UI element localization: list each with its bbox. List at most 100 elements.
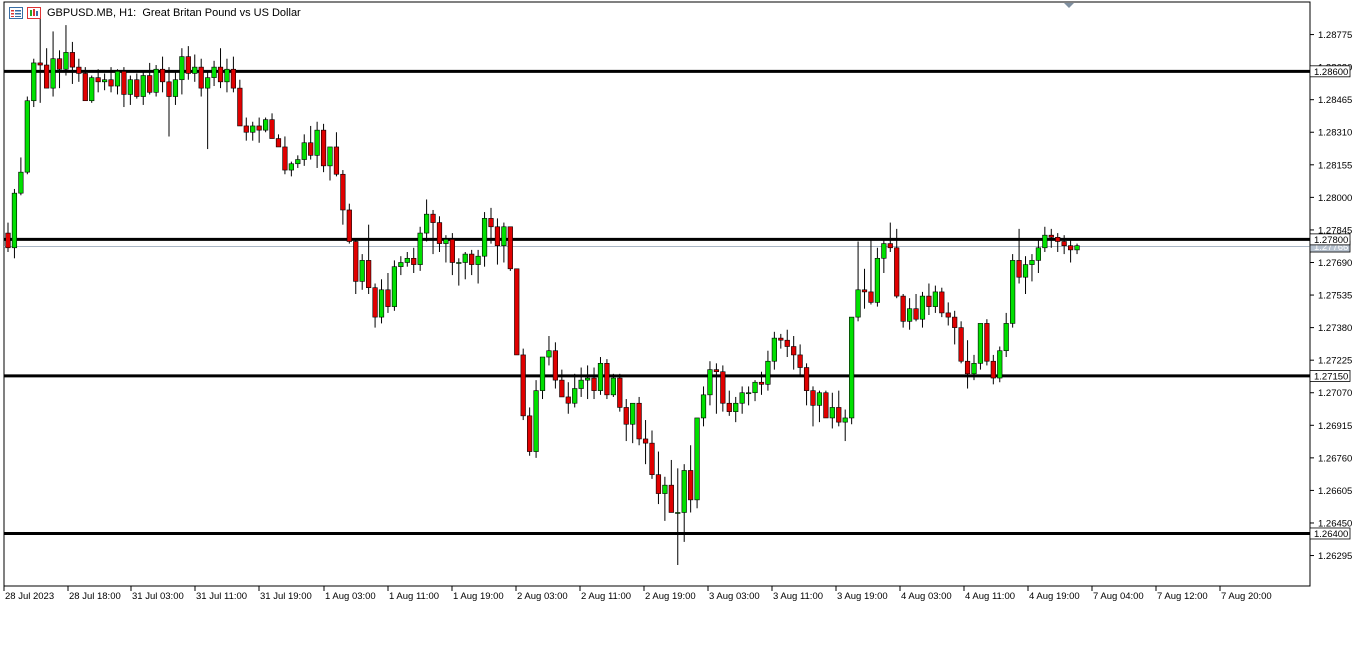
bear-candle-body — [385, 289, 391, 307]
x-tick-label: 1 Aug 19:00 — [453, 591, 504, 602]
candle — [5, 222, 11, 252]
candle — [475, 249, 481, 284]
bull-candle-body — [829, 407, 835, 419]
candle — [784, 329, 790, 358]
bear-candle-body — [887, 243, 893, 249]
bull-candle-body — [102, 79, 108, 83]
candle — [404, 251, 410, 267]
candle — [1010, 254, 1016, 328]
candle — [700, 386, 707, 427]
candle — [681, 464, 687, 542]
candle — [803, 363, 810, 406]
candle — [31, 58, 37, 108]
level-price-label-box — [1309, 370, 1351, 382]
bear-candle-body — [984, 323, 990, 362]
x-tick-label: 31 Jul 11:00 — [196, 591, 247, 602]
x-tick-label: 3 Aug 03:00 — [709, 591, 760, 602]
bear-candle-body — [926, 295, 932, 307]
candle — [610, 373, 616, 397]
bull-candle-body — [443, 239, 449, 244]
bear-candle-body — [37, 62, 43, 66]
candle — [63, 25, 69, 76]
candle — [230, 56, 237, 93]
bull-candle-body — [932, 291, 938, 307]
candle — [855, 241, 861, 322]
candle — [295, 155, 301, 168]
candle — [82, 67, 88, 102]
candle — [172, 71, 179, 105]
bear-candle-body — [758, 381, 765, 385]
bull-candle-body — [881, 243, 887, 259]
bull-candle-body — [1022, 264, 1029, 278]
bear-candle-body — [346, 209, 352, 242]
bear-candle-body — [353, 241, 359, 282]
candle — [494, 218, 501, 265]
symbol-description: Great Britan Pound vs US Dollar — [142, 7, 301, 19]
bull-candle-body — [533, 390, 539, 452]
candle — [44, 48, 50, 89]
candle — [372, 283, 378, 328]
bull-candle-body — [700, 394, 707, 419]
bear-candle-body — [791, 346, 797, 356]
bear-candle-body — [449, 239, 455, 263]
x-tick-label: 2 Aug 03:00 — [517, 591, 568, 602]
bear-candle-body — [868, 291, 874, 303]
bear-candle-body — [217, 66, 224, 83]
candle — [758, 371, 765, 395]
bear-candle-body — [1048, 234, 1054, 238]
price-axis[interactable]: 1.287751.286201.284651.283101.281551.280… — [1310, 30, 1352, 562]
candle — [636, 396, 642, 446]
bear-candle-body — [778, 337, 784, 341]
candle — [849, 316, 855, 425]
candle — [320, 123, 327, 173]
bull-candle-body — [378, 289, 385, 318]
bear-candle-body — [1068, 245, 1074, 251]
candle — [977, 323, 984, 370]
candle — [346, 203, 352, 244]
bear-candle-body — [166, 81, 172, 97]
candle — [572, 373, 578, 408]
bull-candle-body — [1003, 323, 1009, 352]
x-tick-label: 7 Aug 04:00 — [1093, 591, 1144, 602]
bear-candle-body — [559, 379, 565, 398]
bull-candle-body — [404, 257, 410, 263]
bull-candle-body — [288, 163, 294, 171]
candle — [584, 365, 591, 400]
candle — [243, 117, 249, 141]
candle — [617, 373, 623, 412]
bull-candle-body — [546, 350, 552, 358]
candle — [527, 407, 533, 456]
bear-candle-body — [411, 257, 417, 265]
candle — [269, 113, 275, 139]
y-tick-label: 1.28000 — [1318, 193, 1352, 204]
bear-candle-body — [121, 71, 127, 95]
candle — [514, 268, 520, 356]
chart-properties-icon[interactable] — [27, 7, 41, 19]
candle — [262, 117, 269, 133]
bull-candle-body — [745, 392, 752, 395]
bull-candle-body — [89, 77, 95, 102]
y-tick-label: 1.27225 — [1318, 356, 1352, 367]
bull-candle-body — [475, 255, 481, 265]
candle — [836, 390, 842, 427]
bear-candle-body — [275, 138, 282, 148]
candle — [739, 386, 745, 414]
bear-candle-body — [147, 75, 153, 93]
bull-candle-body — [610, 377, 616, 396]
candle — [945, 302, 951, 326]
bull-candle-body — [1042, 234, 1048, 249]
level-price-label-box — [1309, 65, 1351, 78]
y-tick-label: 1.27845 — [1318, 225, 1352, 236]
price-labels-group: 1.27766 1.28600 1.27800 1.27150 1.26400 — [1309, 65, 1351, 540]
candles-group — [5, 16, 1080, 565]
shift-marker-icon[interactable] — [1064, 3, 1074, 8]
window-list-icon[interactable] — [9, 7, 23, 19]
candle — [623, 399, 629, 442]
candle — [559, 369, 565, 398]
time-axis[interactable]: 28 Jul 2023 28 Jul 18:00 31 Jul 03:00 31 Ju… — [3, 586, 1272, 602]
candle — [816, 390, 823, 423]
bear-candle-body — [520, 354, 526, 417]
candle — [385, 272, 391, 313]
